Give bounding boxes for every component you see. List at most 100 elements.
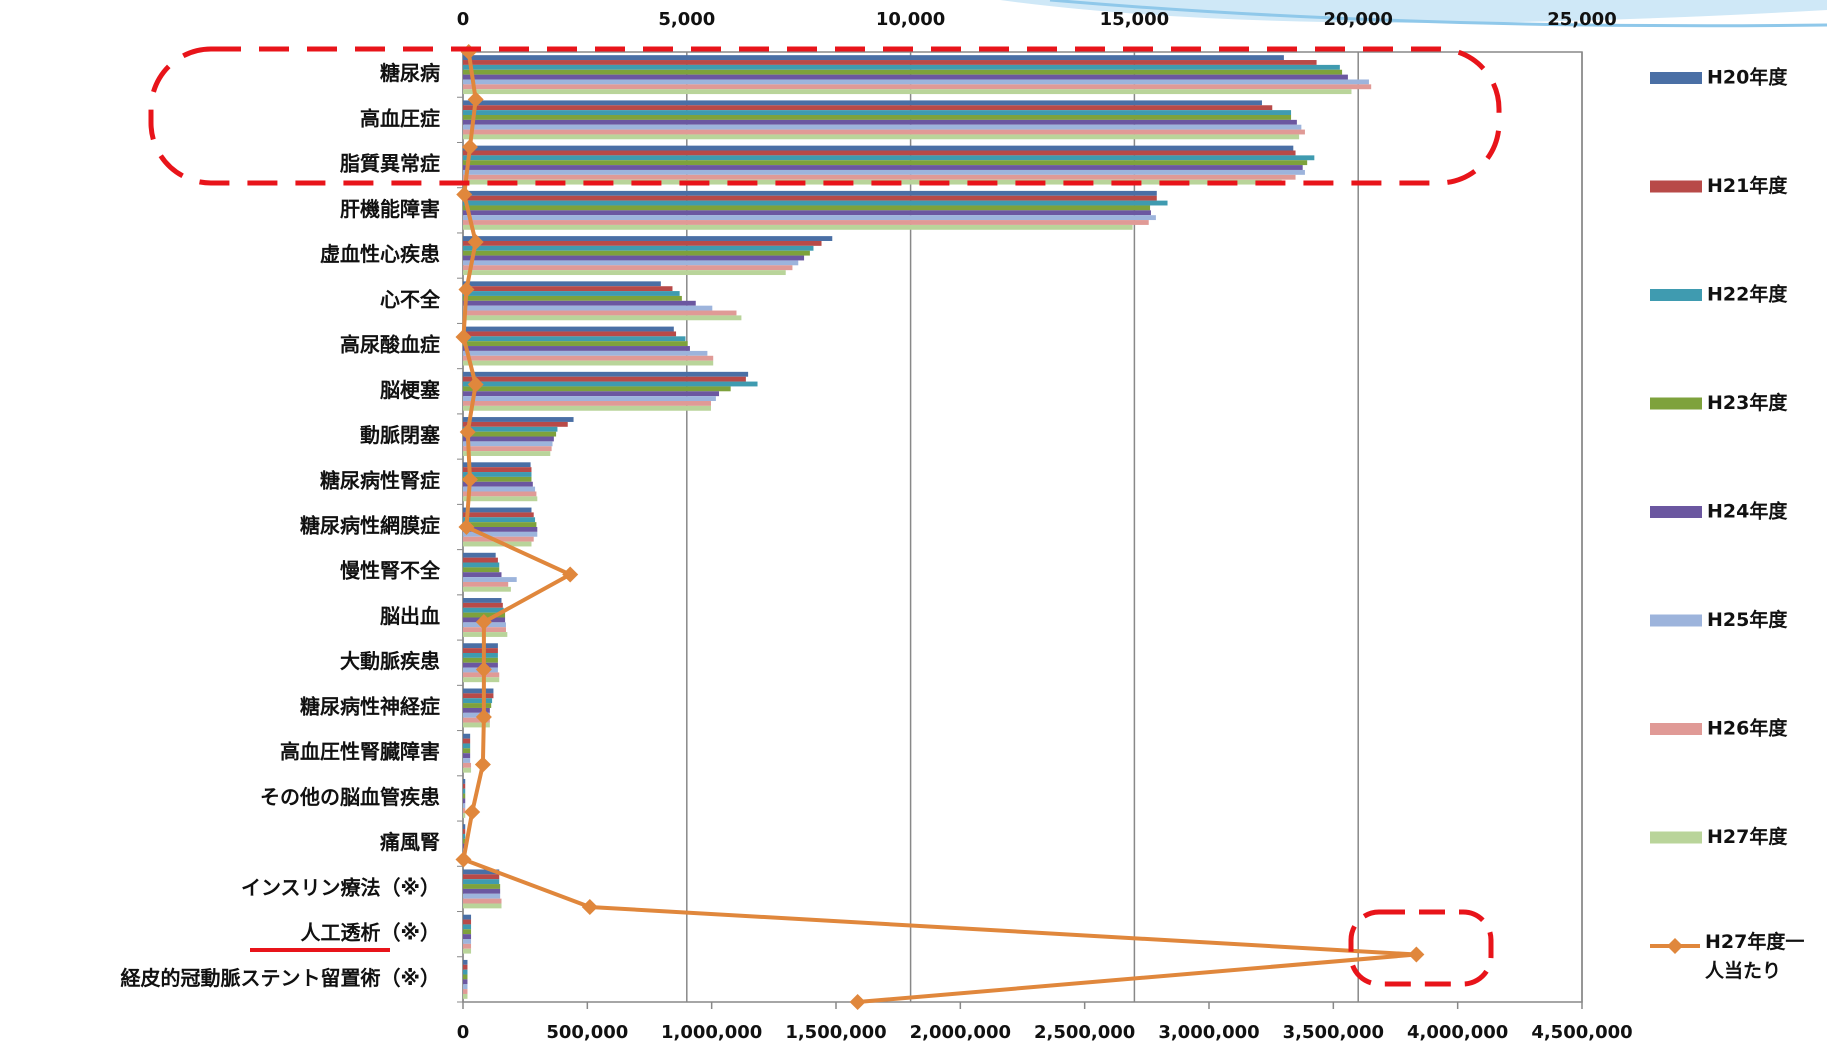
x-tick-label: 20,000 xyxy=(1323,9,1392,30)
plot: 0 5,000 10,000 15,000 20,000 25,000 0 500,000 1,… xyxy=(121,9,1789,1043)
bar xyxy=(463,491,537,497)
highlight-ellipse-small xyxy=(1348,909,1494,987)
bar xyxy=(463,798,466,804)
bar xyxy=(463,421,568,427)
category-label: 慢性腎不全 xyxy=(340,559,441,583)
bar xyxy=(463,462,531,468)
bar xyxy=(463,884,501,889)
bar xyxy=(463,371,749,377)
legend-marker xyxy=(1667,938,1683,954)
line-marker xyxy=(458,281,475,298)
bar xyxy=(463,486,536,492)
bar xyxy=(463,557,498,563)
bar xyxy=(463,350,708,356)
bar xyxy=(463,813,466,818)
line-marker xyxy=(461,139,478,155)
bar xyxy=(463,707,490,713)
legend-swatch xyxy=(1650,289,1702,301)
bar xyxy=(463,376,746,382)
bar xyxy=(463,803,466,809)
line-marker xyxy=(849,994,866,1010)
bar xyxy=(463,562,500,568)
bar xyxy=(463,346,690,351)
category-label: 虚血性心疾患 xyxy=(320,242,440,266)
bar xyxy=(463,496,538,502)
bar xyxy=(463,943,472,949)
bar xyxy=(463,331,677,337)
x2-tick-label: 2,000,000 xyxy=(910,1022,1011,1043)
bar xyxy=(463,124,1302,130)
bar xyxy=(463,69,1343,75)
bar xyxy=(463,224,1133,230)
bar xyxy=(463,210,1151,216)
legend-label: H27年度一人当たり xyxy=(1705,931,1805,982)
bar xyxy=(463,396,716,402)
bar xyxy=(463,879,500,885)
bar xyxy=(463,984,468,990)
bar xyxy=(463,898,502,904)
bar xyxy=(463,903,502,909)
bar xyxy=(463,446,552,452)
bar xyxy=(463,245,814,251)
bar xyxy=(463,767,472,773)
bar xyxy=(463,733,471,739)
bar xyxy=(463,169,1305,175)
bar xyxy=(463,522,537,527)
bar xyxy=(463,341,688,347)
category-label: 脳梗塞 xyxy=(379,378,441,402)
bar xyxy=(463,838,466,844)
x-tick-label: 15,000 xyxy=(1100,9,1169,30)
line-marker xyxy=(458,519,475,535)
bar xyxy=(463,743,471,749)
bar xyxy=(463,60,1317,65)
line-marker xyxy=(1408,946,1425,963)
bar xyxy=(463,833,466,839)
bar xyxy=(463,89,1352,95)
bar xyxy=(463,315,742,321)
bar xyxy=(463,693,494,699)
category-label: 大動脈疾患 xyxy=(340,649,440,673)
category-label: 高血圧性腎臓障害 xyxy=(280,740,440,764)
bar xyxy=(463,405,711,411)
bar xyxy=(463,55,1284,61)
bar xyxy=(463,788,466,794)
x2-tick-label: 1,500,000 xyxy=(785,1022,886,1043)
bar xyxy=(463,472,532,477)
bar xyxy=(463,431,557,437)
bar xyxy=(463,441,553,447)
legend-label: H23年度 xyxy=(1707,391,1788,414)
bar xyxy=(463,391,720,397)
category-label: 人工透析（※） xyxy=(301,921,440,945)
bar xyxy=(463,824,466,830)
line-marker xyxy=(475,709,492,725)
line-marker xyxy=(581,899,598,915)
bar xyxy=(463,869,500,875)
category-label: 肝機能障害 xyxy=(340,197,440,221)
bar xyxy=(463,360,714,366)
bar xyxy=(463,215,1156,221)
bar xyxy=(463,381,758,387)
bar xyxy=(463,401,711,406)
x-tick-label: 0 xyxy=(457,9,470,30)
bar xyxy=(463,758,471,763)
bar xyxy=(463,793,466,799)
legend-label: H21年度 xyxy=(1707,174,1788,197)
category-label: 痛風腎 xyxy=(380,830,440,854)
bar xyxy=(463,602,503,608)
bar xyxy=(463,919,472,925)
decoration-wave-line xyxy=(1049,0,1827,28)
category-label: 動脈閉塞 xyxy=(360,423,441,447)
bar xyxy=(463,205,1151,211)
bar xyxy=(463,531,538,537)
bar xyxy=(463,586,511,592)
line-marker xyxy=(475,661,492,678)
bar xyxy=(463,652,498,658)
line-marker xyxy=(562,566,579,583)
bar xyxy=(463,778,466,784)
bar xyxy=(463,541,532,547)
line-marker xyxy=(474,756,491,773)
bar xyxy=(463,598,502,603)
bar xyxy=(463,572,502,578)
bar xyxy=(463,84,1372,90)
